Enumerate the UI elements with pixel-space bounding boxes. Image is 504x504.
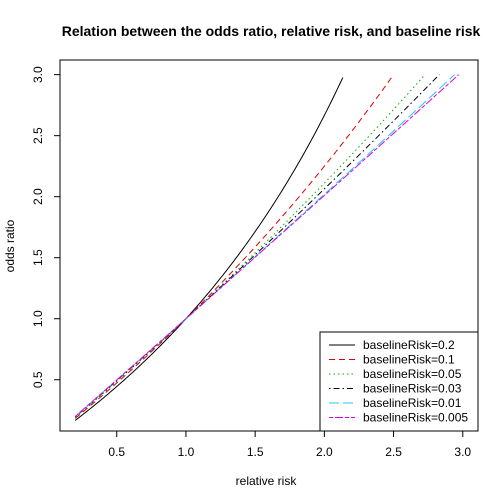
x-axis: 0.5 1.0 1.5 2.0 2.5 3.0 [108, 431, 471, 459]
chart-title: Relation between the odds ratio, relativ… [62, 23, 481, 39]
x-tick-label: 2.5 [385, 445, 402, 459]
y-axis-label: odds ratio [3, 219, 17, 272]
legend-label-0: baselineRisk=0.2 [363, 338, 455, 352]
y-tick-label: 3.0 [31, 66, 45, 83]
legend-label-1: baselineRisk=0.1 [363, 353, 455, 367]
x-tick-label: 1.0 [178, 445, 195, 459]
x-tick-label: 1.5 [247, 445, 264, 459]
y-tick-label: 0.5 [31, 371, 45, 388]
y-tick-label: 1.5 [31, 249, 45, 266]
series-line-1 [74, 74, 394, 419]
series-line-0 [74, 77, 344, 421]
y-tick-label: 1.0 [31, 310, 45, 327]
y-tick-label: 2.0 [31, 188, 45, 205]
series-line-3 [74, 74, 440, 418]
plot-area-frame [59, 59, 479, 432]
legend-label-4: baselineRisk=0.01 [363, 396, 462, 410]
legend-label-5: baselineRisk=0.005 [363, 411, 468, 425]
legend-label-3: baselineRisk=0.03 [363, 382, 462, 396]
x-tick-label: 2.0 [316, 445, 333, 459]
legend: baselineRisk=0.2baselineRisk=0.1baseline… [319, 331, 479, 432]
legend-label-2: baselineRisk=0.05 [363, 367, 462, 381]
series-layer [74, 74, 459, 421]
y-tick-label: 2.5 [31, 127, 45, 144]
x-tick-label: 3.0 [454, 445, 471, 459]
series-line-5 [74, 74, 459, 417]
x-tick-label: 0.5 [108, 445, 125, 459]
y-axis: 0.5 1.0 1.5 2.0 2.5 3.0 [31, 66, 60, 388]
x-axis-label: relative risk [236, 474, 298, 488]
legend-frame [319, 331, 479, 432]
